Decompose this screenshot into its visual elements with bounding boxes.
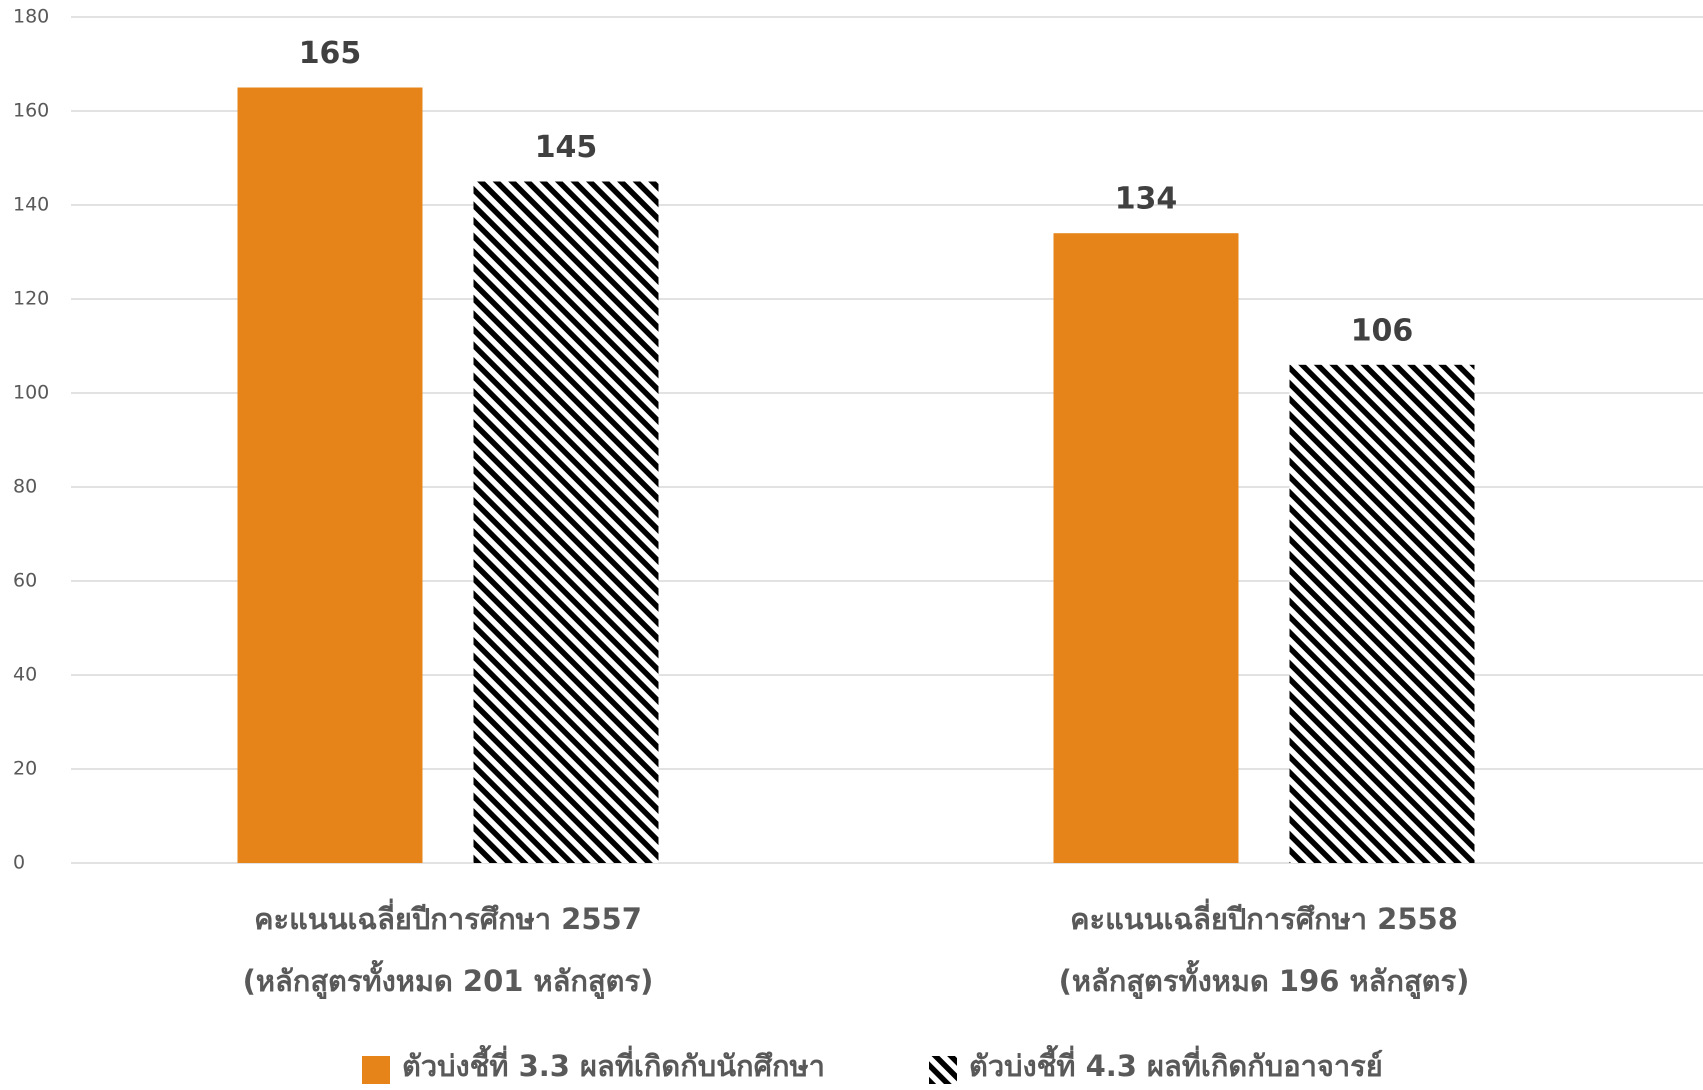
legend-label: ตัวบ่งชี้ที่ 3.3 ผลที่เกิดกับนักศึกษา	[402, 1044, 825, 1083]
y-tick-label: 120	[13, 288, 49, 310]
bar	[473, 181, 659, 863]
bar	[237, 87, 423, 863]
bar	[1289, 364, 1475, 863]
y-tick-label: 80	[13, 476, 37, 498]
y-tick-label: 160	[13, 100, 49, 122]
legend-label: ตัวบ่งชี้ที่ 4.3 ผลที่เกิดกับอาจารย์	[969, 1044, 1383, 1083]
x-tick-label: (หลักสูตรทั้งหมด 196 หลักสูตร)	[1059, 959, 1470, 999]
data-label: 145	[535, 130, 598, 165]
y-tick-label: 100	[13, 382, 49, 404]
y-tick-label: 40	[13, 664, 37, 686]
y-tick-label: 60	[13, 570, 37, 592]
y-tick-label: 0	[13, 852, 25, 874]
x-tick-label: คะแนนเฉลี่ยปีการศึกษา 2557	[254, 898, 642, 936]
y-tick-label: 20	[13, 758, 37, 780]
data-label: 106	[1351, 313, 1414, 348]
x-tick-label: คะแนนเฉลี่ยปีการศึกษา 2558	[1070, 898, 1458, 936]
bar	[1053, 233, 1239, 863]
y-tick-label: 140	[13, 194, 49, 216]
legend-swatch	[362, 1056, 390, 1084]
data-label: 134	[1115, 182, 1178, 217]
legend-swatch	[929, 1056, 957, 1084]
x-tick-label: (หลักสูตรทั้งหมด 201 หลักสูตร)	[243, 959, 654, 999]
y-tick-label: 180	[13, 6, 49, 28]
data-label: 165	[299, 36, 362, 71]
